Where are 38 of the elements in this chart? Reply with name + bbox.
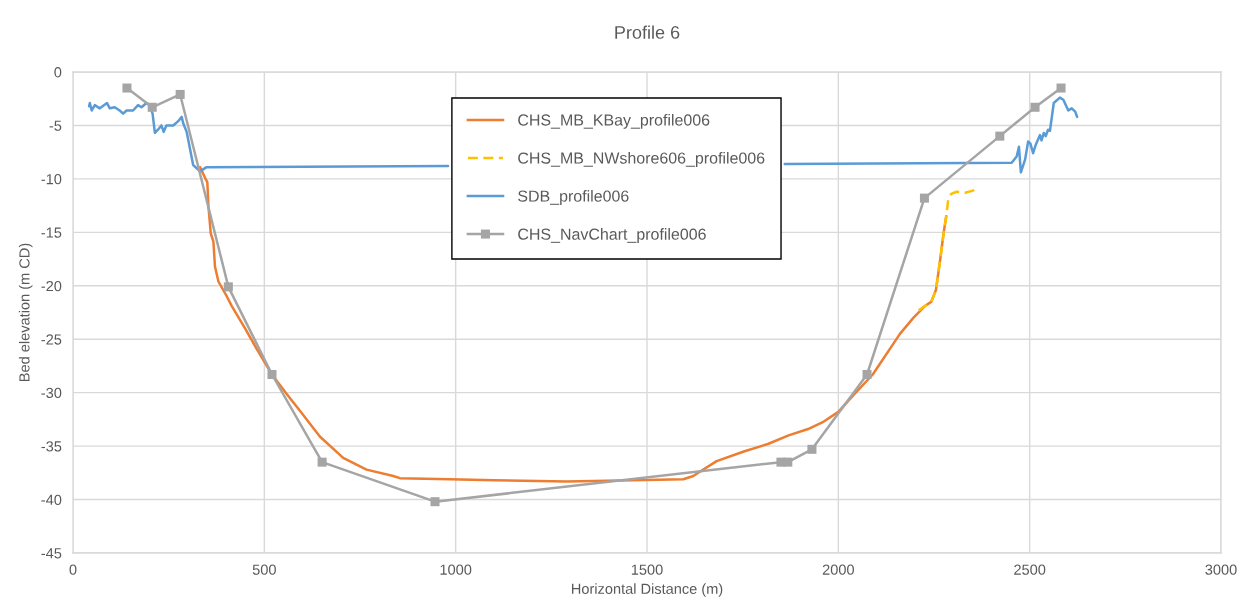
x-tick-label: 2000 xyxy=(822,564,854,575)
legend-label: CHS_MB_NWshore606_profile006 xyxy=(518,152,765,167)
y-tick-label: -35 xyxy=(41,441,62,452)
point xyxy=(807,444,817,454)
x-tick-label: 2500 xyxy=(1014,564,1046,575)
point xyxy=(175,89,185,99)
y-tick-label: -25 xyxy=(41,334,62,345)
point xyxy=(1030,102,1040,112)
x-tick-label: 1000 xyxy=(440,564,472,575)
y-tick-label: -30 xyxy=(41,387,62,399)
chart-title: Profile 6 xyxy=(615,25,680,39)
point xyxy=(862,369,872,380)
y-tick-label: -20 xyxy=(41,280,62,292)
legend-label: SDB_profile006 xyxy=(518,190,629,205)
point xyxy=(122,83,132,93)
point xyxy=(1056,83,1066,93)
x-tick-label: 500 xyxy=(252,564,276,575)
x-tick-label: 3000 xyxy=(1205,564,1237,575)
legend-label: CHS_MB_KBay_profile006 xyxy=(518,113,710,129)
x-tick-label: 1500 xyxy=(631,564,663,575)
y-tick-label: -5 xyxy=(49,120,62,131)
point xyxy=(223,282,233,292)
point xyxy=(147,102,157,112)
y-tick-label: -40 xyxy=(41,494,62,505)
y-tick-label: -15 xyxy=(41,227,62,238)
x-tick-label: 0 xyxy=(69,564,77,575)
point xyxy=(995,131,1005,141)
point xyxy=(430,497,440,507)
y-tick-label: 0 xyxy=(54,67,62,78)
point xyxy=(317,457,327,467)
point xyxy=(919,193,929,203)
point xyxy=(267,369,277,380)
x-axis-title: Horizontal Distance (m) xyxy=(572,583,723,597)
y-tick-label: -10 xyxy=(41,173,62,185)
legend-label: CHS_NavChart_profile006 xyxy=(518,228,706,243)
y-axis-title: Bed elevation (m CD) xyxy=(18,243,33,381)
y-tick-label: -45 xyxy=(41,548,62,559)
point xyxy=(783,457,793,467)
